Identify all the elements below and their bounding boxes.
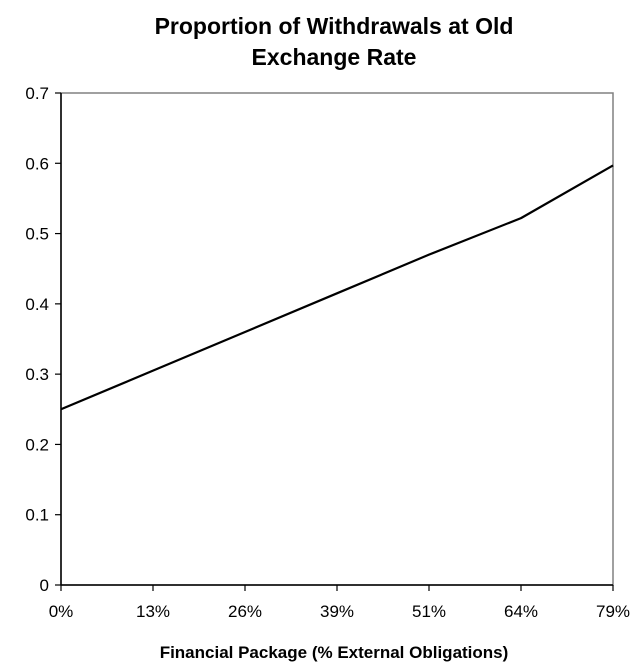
y-tick-label: 0.7 bbox=[25, 84, 49, 103]
x-tick-label: 79% bbox=[596, 602, 630, 621]
x-tick-label: 39% bbox=[320, 602, 354, 621]
series-group bbox=[60, 164, 614, 411]
x-tick-label: 64% bbox=[504, 602, 538, 621]
x-tick-label: 0% bbox=[49, 602, 74, 621]
plot-area bbox=[60, 92, 614, 586]
y-tick-label: 0.4 bbox=[25, 295, 49, 314]
x-tick-label: 51% bbox=[412, 602, 446, 621]
y-tick-label: 0.3 bbox=[25, 365, 49, 384]
x-axis-title: Financial Package (% External Obligation… bbox=[160, 643, 509, 662]
x-axis: 0% 13% 26% 39% 51% 64% 79% bbox=[49, 584, 630, 621]
series-line bbox=[60, 164, 614, 411]
x-tick-label: 13% bbox=[136, 602, 170, 621]
chart-title-line-2: Exchange Rate bbox=[252, 44, 417, 70]
y-tick-label: 0.6 bbox=[25, 154, 49, 173]
y-tick-label: 0.1 bbox=[25, 506, 49, 525]
y-axis: 0 0.1 0.2 0.3 0.4 0.5 0.6 0.7 bbox=[25, 84, 62, 595]
chart-title-line-1: Proportion of Withdrawals at Old bbox=[155, 13, 514, 39]
x-tick-label: 26% bbox=[228, 602, 262, 621]
y-tick-label: 0.5 bbox=[25, 225, 49, 244]
y-tick-label: 0 bbox=[40, 576, 49, 595]
y-tick-label: 0.2 bbox=[25, 435, 49, 454]
